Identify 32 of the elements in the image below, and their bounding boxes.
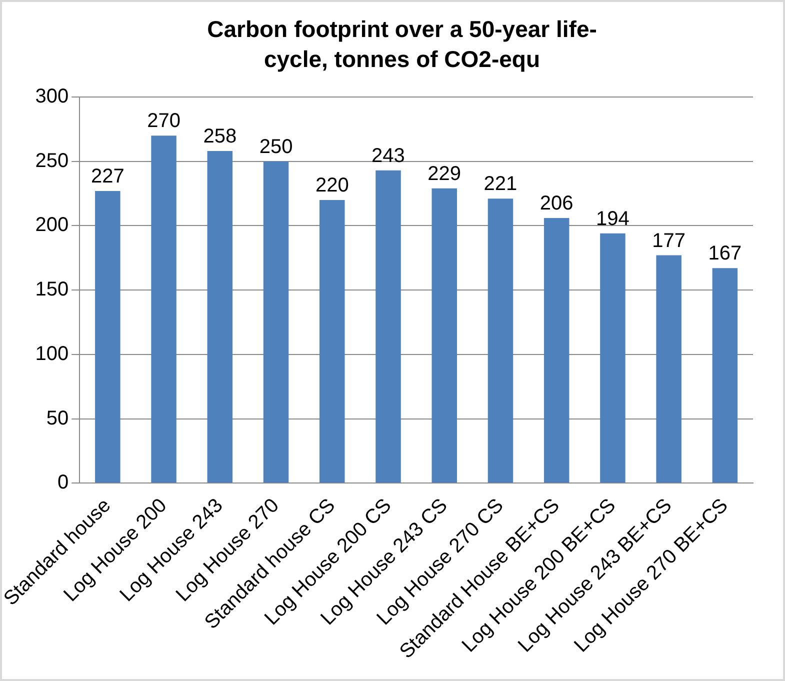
- y-tick-label: 200: [35, 214, 69, 236]
- y-tick-label: 300: [35, 86, 69, 108]
- data-label: 270: [147, 110, 180, 132]
- y-tick-label: 50: [46, 407, 69, 430]
- data-label: 167: [708, 242, 742, 265]
- data-label: 221: [484, 173, 518, 196]
- bar: [263, 161, 289, 483]
- data-label: 229: [428, 162, 462, 185]
- bar: [656, 255, 682, 483]
- bar: [712, 268, 738, 483]
- bar: [207, 151, 233, 483]
- data-label: 206: [540, 192, 574, 214]
- y-tick-label: 150: [35, 278, 69, 301]
- data-label: 220: [315, 174, 349, 196]
- bar: [376, 170, 401, 483]
- bar: [432, 188, 457, 483]
- data-label: 177: [652, 230, 686, 252]
- y-tick-label: 250: [35, 150, 69, 172]
- bar: [600, 233, 626, 483]
- y-tick-label: 100: [35, 342, 69, 365]
- bar: [320, 200, 345, 483]
- bar: [151, 136, 176, 483]
- y-tick-label: 0: [57, 472, 69, 494]
- data-label: 227: [90, 165, 124, 188]
- data-label: 258: [203, 126, 237, 148]
- data-label: 250: [259, 136, 293, 158]
- bar: [544, 218, 570, 483]
- chart-title: Carbon footprint over a 50-year life-cycle, tonnes of CO2-equ: [206, 15, 598, 74]
- data-label: 243: [372, 144, 405, 167]
- bar: [95, 190, 120, 483]
- data-label: 194: [596, 208, 630, 230]
- bar: [488, 198, 514, 483]
